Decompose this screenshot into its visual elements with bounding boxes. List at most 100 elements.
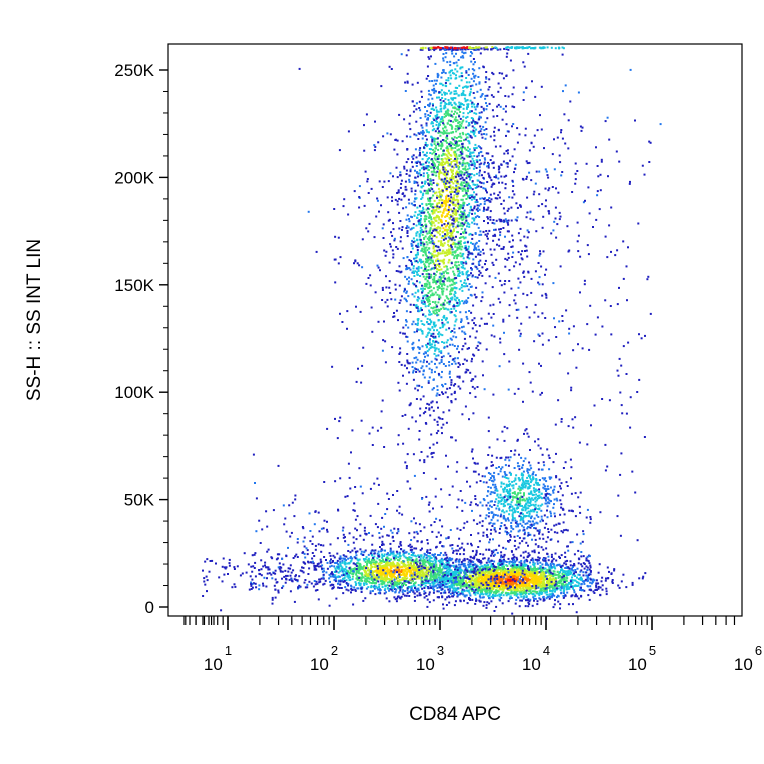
- event-dot: [454, 250, 457, 253]
- event-dot: [452, 572, 455, 575]
- event-dot: [440, 426, 443, 429]
- event-dot: [434, 158, 437, 161]
- event-dot: [412, 226, 415, 229]
- event-dot: [484, 564, 487, 567]
- event-dot: [466, 193, 468, 196]
- event-dot: [452, 120, 455, 123]
- event-dot: [460, 187, 462, 190]
- event-dot: [535, 568, 538, 570]
- event-dot: [466, 582, 468, 585]
- event-dot: [465, 573, 468, 576]
- event-dot: [446, 215, 449, 218]
- event-dot: [448, 144, 451, 147]
- event-dot: [495, 584, 498, 587]
- event-dot: [597, 585, 600, 588]
- event-dot: [445, 228, 448, 231]
- event-dot: [426, 190, 429, 193]
- event-dot: [478, 81, 481, 84]
- event-dot: [493, 560, 496, 563]
- event-dot: [485, 604, 488, 607]
- event-dot: [473, 96, 476, 99]
- event-dot: [444, 254, 447, 257]
- event-dot: [414, 270, 417, 273]
- event-dot: [425, 129, 428, 132]
- event-dot: [433, 249, 436, 252]
- event-dot: [426, 455, 429, 458]
- event-dot: [511, 569, 514, 572]
- event-dot: [453, 203, 456, 206]
- event-dot: [474, 336, 477, 339]
- event-dot: [449, 82, 452, 85]
- event-dot: [405, 291, 408, 294]
- event-dot: [447, 48, 450, 51]
- event-dot: [489, 304, 492, 307]
- event-dot: [422, 151, 425, 154]
- event-dot: [408, 371, 411, 374]
- event-dot: [476, 207, 479, 210]
- event-dot: [456, 255, 459, 258]
- event-dot: [439, 252, 442, 255]
- event-dot: [428, 328, 431, 331]
- event-dot: [530, 573, 533, 576]
- event-dot: [560, 591, 563, 594]
- event-dot: [460, 56, 463, 59]
- event-dot: [465, 302, 468, 304]
- event-dot: [473, 163, 476, 166]
- event-dot: [522, 556, 525, 559]
- event-dot: [393, 239, 396, 242]
- event-dot: [417, 368, 419, 371]
- event-dot: [449, 113, 452, 116]
- event-dot: [421, 48, 424, 51]
- event-dot: [432, 340, 435, 342]
- event-dot: [456, 189, 459, 192]
- event-dot: [541, 563, 544, 566]
- event-dot: [527, 584, 530, 587]
- event-dot: [573, 579, 576, 582]
- event-dot: [445, 209, 448, 212]
- event-dot: [545, 561, 548, 564]
- event-dot: [402, 257, 405, 260]
- event-dot: [473, 219, 476, 222]
- event-dot: [484, 577, 487, 580]
- event-dot: [416, 271, 418, 274]
- event-dot: [420, 320, 423, 323]
- event-dot: [454, 180, 457, 183]
- event-dot: [445, 571, 448, 574]
- event-dot: [605, 593, 608, 596]
- event-dot: [479, 596, 482, 599]
- event-dot: [446, 279, 449, 282]
- event-dot: [405, 218, 408, 221]
- event-dot: [399, 236, 402, 239]
- event-dot: [419, 109, 422, 112]
- event-dot: [469, 563, 472, 565]
- event-dot: [451, 174, 454, 177]
- event-dot: [490, 590, 493, 592]
- event-dot: [478, 585, 481, 588]
- event-dot: [442, 411, 445, 414]
- event-dot: [522, 589, 525, 592]
- event-dot: [426, 151, 428, 154]
- event-dot: [564, 583, 567, 586]
- event-dot: [426, 321, 428, 324]
- event-dot: [463, 337, 466, 340]
- event-dot: [444, 318, 447, 321]
- event-dot: [408, 276, 410, 279]
- event-dot: [435, 90, 437, 93]
- event-dot: [458, 275, 461, 277]
- event-dot: [545, 597, 548, 600]
- event-dot: [478, 577, 480, 580]
- event-dot: [416, 261, 419, 264]
- event-dot: [412, 453, 415, 456]
- event-dot: [473, 131, 476, 134]
- event-dot: [502, 568, 505, 571]
- event-dot: [483, 588, 486, 591]
- event-dot: [526, 599, 529, 602]
- event-dot: [408, 178, 411, 181]
- event-dot: [424, 141, 427, 144]
- event-dot: [484, 590, 487, 593]
- event-dot: [528, 581, 531, 584]
- event-dot: [421, 332, 424, 335]
- event-dot: [494, 595, 497, 597]
- event-dot: [462, 363, 465, 365]
- event-dot: [543, 590, 546, 593]
